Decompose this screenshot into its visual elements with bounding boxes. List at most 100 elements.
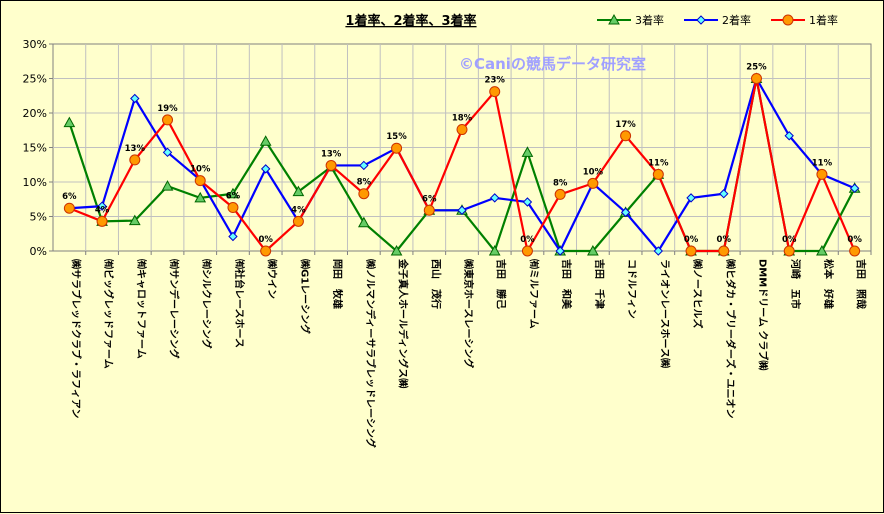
- point-2chaku: [260, 164, 271, 174]
- point-3chaku: [390, 244, 403, 256]
- x-category-label: 岡田 牧雄: [331, 259, 344, 309]
- point-2chaku: [97, 201, 107, 211]
- point-3chaku: [521, 146, 534, 157]
- x-category-label: ㈲ミルファーム: [527, 259, 540, 329]
- x-axis-categories: ㈱サラブレッドクラブ・ラフィアン ㈲ビッグレッドファーム ㈲キャロットファーム ㈲サン…: [69, 251, 872, 448]
- point-1chaku: [620, 130, 632, 142]
- data-label: 0%: [847, 235, 862, 245]
- point-3chaku: [488, 244, 501, 256]
- x-category-label: ㈱G1レーシング: [298, 259, 311, 334]
- x-category-label: ㈱ウイン: [266, 259, 279, 299]
- point-3chaku: [587, 244, 599, 256]
- point-2chaku: [849, 183, 860, 193]
- point-1chaku: [849, 245, 861, 257]
- point-1chaku: [521, 245, 533, 257]
- point-2chaku: [359, 160, 369, 171]
- y-tick-label: 10%: [23, 176, 47, 189]
- x-category-label: 河崎 五市: [789, 259, 802, 309]
- point-1chaku: [194, 175, 206, 187]
- point-2chaku: [686, 193, 696, 203]
- legend-label-1: 3着率: [635, 13, 664, 27]
- y-tick-label: 0%: [30, 245, 47, 258]
- point-2chaku: [653, 246, 664, 256]
- point-3chaku: [259, 135, 272, 146]
- legend-marker-2chaku: [696, 15, 706, 25]
- point-1chaku: [554, 188, 566, 200]
- x-category-label: ライオンレースホース㈱: [658, 259, 671, 368]
- point-2chaku: [490, 193, 500, 203]
- legend: 3着率 2着率 1着率: [597, 13, 838, 27]
- y-tick-label: 30%: [23, 38, 47, 51]
- x-category-label: DMMドリーム クラブ㈱: [756, 259, 769, 370]
- y-axis-ticks: 0% 5% 10% 15% 20% 25% 30%: [23, 38, 53, 258]
- legend-marker-1chaku: [782, 14, 794, 26]
- x-category-label: 金子真人ホールディングス㈱: [397, 258, 410, 388]
- y-tick-label: 15%: [23, 142, 47, 155]
- x-category-label: 吉田 和美: [560, 259, 573, 310]
- x-category-label: 西山 茂行: [429, 259, 442, 309]
- watermark: ©Caniの競馬データ研究室: [459, 55, 646, 73]
- x-category-label: ㈱ヒダカ・ブリーダーズ・ユニオン: [724, 259, 737, 419]
- point-1chaku: [292, 215, 304, 227]
- data-labels: 6% 4% 13% 19% 10% 6% 0% 4% 13% 8% 15% 6% 18% 23% 0% 8% 1…: [62, 63, 862, 246]
- point-3chaku: [194, 191, 207, 203]
- point-1chaku: [816, 168, 828, 180]
- data-label: 8%: [553, 178, 568, 188]
- point-1chaku: [227, 202, 239, 214]
- point-1chaku: [456, 124, 468, 136]
- point-2chaku: [719, 189, 729, 199]
- data-label: 15%: [386, 132, 407, 142]
- data-label: 6%: [422, 194, 437, 204]
- point-3chaku: [63, 116, 76, 128]
- data-label: 6%: [226, 192, 241, 202]
- y-tick-label: 25%: [23, 73, 47, 86]
- x-category-label: 吉田 照哉: [855, 259, 868, 309]
- point-1chaku: [783, 245, 795, 257]
- point-1chaku: [423, 204, 435, 216]
- series-group: [63, 72, 861, 257]
- data-label: 0%: [717, 235, 732, 245]
- point-1chaku: [260, 245, 272, 257]
- data-label: 4%: [95, 205, 110, 215]
- point-1chaku: [129, 154, 141, 166]
- point-1chaku: [587, 177, 599, 189]
- x-category-label: ㈲ビッグレッドファーム: [102, 259, 115, 369]
- point-2chaku: [228, 231, 238, 242]
- data-label: 23%: [485, 76, 506, 86]
- point-1chaku: [750, 73, 762, 84]
- point-2chaku: [522, 197, 533, 207]
- data-label: 10%: [190, 165, 211, 175]
- data-label: 17%: [615, 120, 636, 130]
- x-category-label: ㈲キャロットファーム: [135, 259, 148, 359]
- grid-lines: [53, 44, 871, 251]
- chart-title: 1着率、2着率、3着率: [345, 13, 476, 29]
- point-1chaku: [63, 202, 75, 214]
- x-category-label: ㈲サンデーレーシング: [168, 259, 181, 359]
- x-category-label: 吉田 勝己: [495, 259, 508, 309]
- point-1chaku: [391, 142, 403, 154]
- data-label: 0%: [258, 235, 273, 245]
- data-label: 0%: [684, 235, 699, 245]
- point-1chaku: [718, 245, 730, 257]
- data-label: 4%: [291, 205, 306, 215]
- point-2chaku: [130, 93, 140, 104]
- x-category-label: ㈱ノースヒルズ: [691, 259, 704, 329]
- x-category-label: ㈱サラブレッドクラブ・ラフィアン: [69, 259, 82, 418]
- point-1chaku: [162, 114, 174, 126]
- point-3chaku: [227, 187, 239, 199]
- point-2chaku: [620, 207, 631, 218]
- point-1chaku: [96, 215, 108, 227]
- point-3chaku: [128, 214, 141, 226]
- legend-label-2: 2着率: [722, 13, 751, 27]
- data-label: 0%: [782, 235, 797, 245]
- data-label: 11%: [648, 158, 669, 168]
- x-category-label: ㈱ノルマンディーサラブレッドレーシング: [364, 259, 377, 448]
- data-label: 11%: [812, 158, 833, 168]
- data-label: 13%: [321, 149, 342, 159]
- point-1chaku: [358, 188, 370, 200]
- x-category-label: コドルフィン: [626, 259, 638, 319]
- data-label: 13%: [125, 144, 146, 154]
- legend-marker-3chaku: [608, 13, 620, 25]
